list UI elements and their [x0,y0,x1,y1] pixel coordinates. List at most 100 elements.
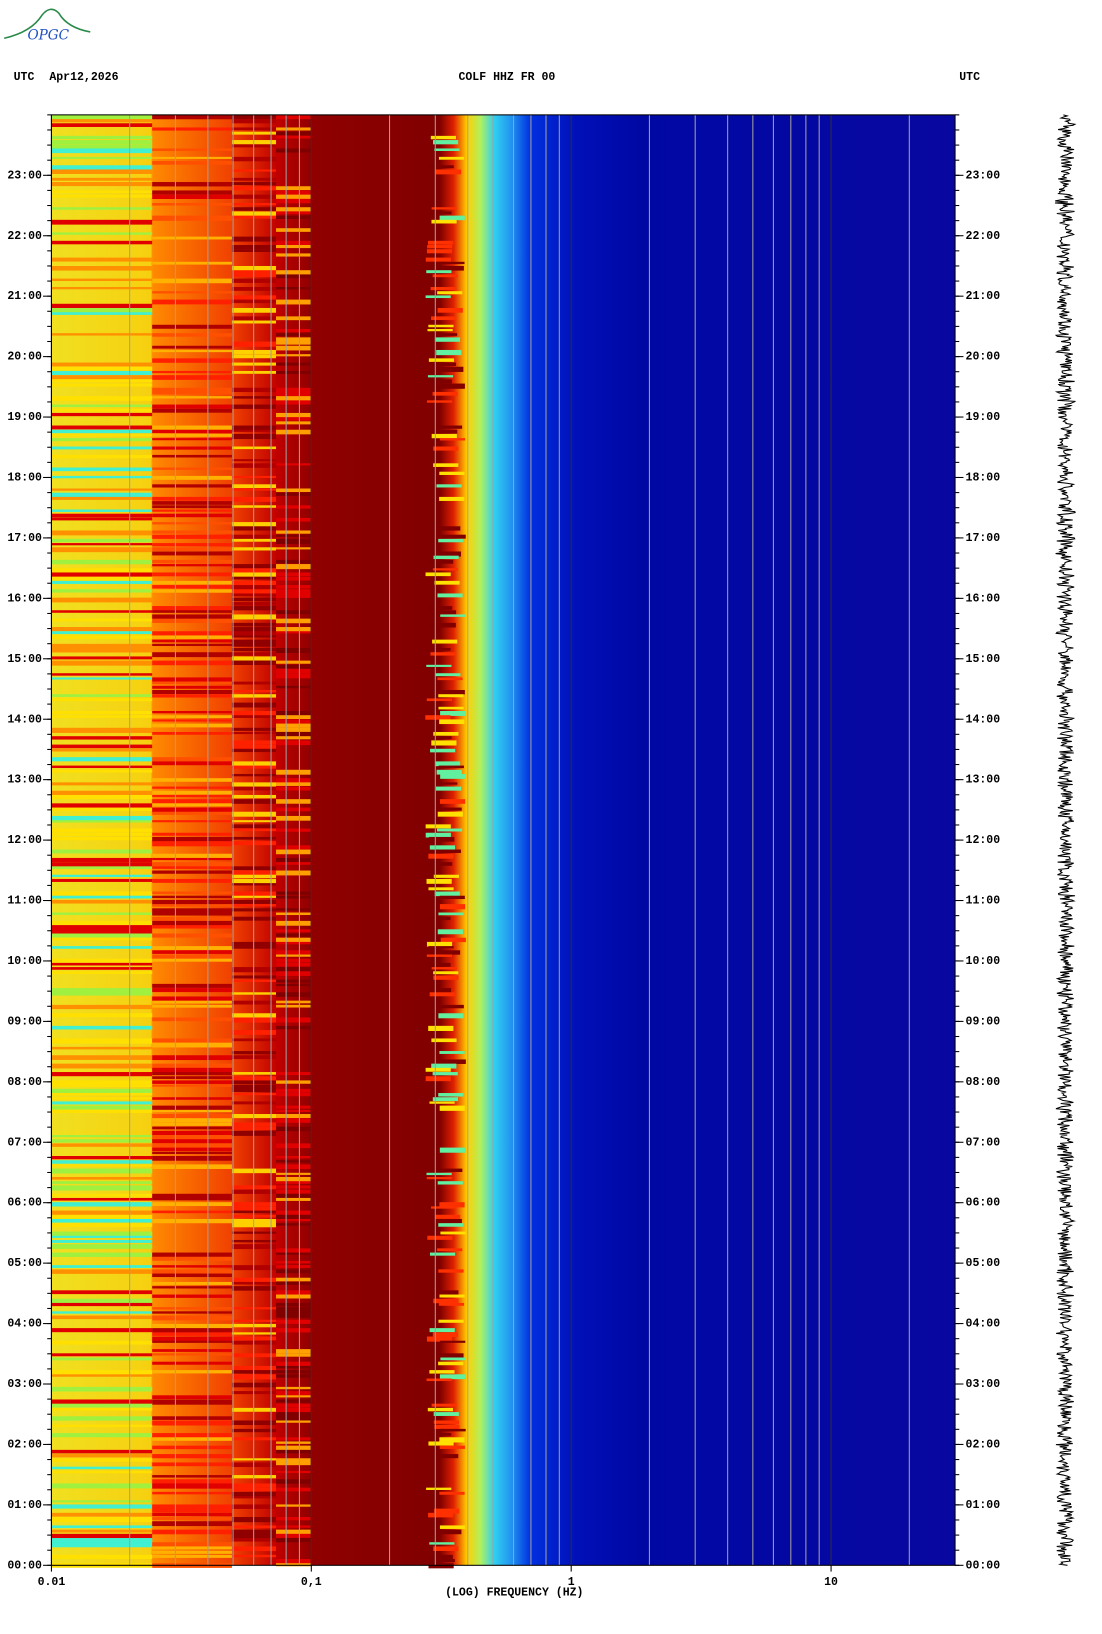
stripe [425,295,451,299]
stripe [152,429,232,433]
y-tick-label: 15:00 [7,653,42,666]
stripe [152,857,232,861]
stripe [276,194,311,200]
stripe [438,266,464,271]
stripe [276,920,311,926]
stripe [152,1550,232,1554]
stripe [152,299,232,305]
stripe [276,1281,311,1285]
stripe [439,1294,465,1298]
stripe [152,278,232,284]
stripe [437,677,463,681]
stripe [152,1017,232,1022]
stripe [433,971,459,975]
stripe [51,1424,153,1428]
stripe [51,878,153,882]
stripe [276,908,311,911]
stripe [51,1311,153,1314]
stripe [152,1164,232,1169]
stripe [51,362,153,367]
stripe [438,1353,464,1358]
stripe [152,1038,232,1043]
stripe [431,1403,457,1407]
stripe [152,958,232,962]
stripe [51,1013,153,1018]
stripe [429,1559,455,1563]
stripe [276,1458,311,1464]
stripe [51,1454,153,1458]
stripe [276,1017,311,1023]
stripe [51,1197,153,1201]
stripe [431,316,457,321]
stripe [152,950,232,954]
stripe [429,1370,455,1374]
stripe [434,950,461,955]
stripe [276,891,311,895]
stripe [276,648,311,653]
y-tick-label: 02:00 [966,1438,1001,1451]
stripe [152,610,232,613]
stripe [152,803,232,807]
stripe [152,127,232,131]
stripe [51,694,153,697]
logo: OPGC [4,8,91,44]
stripe [152,349,232,353]
stripe [439,719,465,725]
y-tick-label: 09:00 [7,1015,42,1028]
stripe [276,362,311,366]
stripe [438,1004,464,1009]
stripe [51,1315,153,1320]
stripe [427,1407,453,1412]
stripe [431,219,457,224]
stripe [276,983,311,987]
stripe [152,1118,232,1123]
stripe [152,912,232,916]
stripe [440,1340,466,1343]
stripe [276,1143,311,1149]
stripe [276,1504,311,1507]
stripe [152,1483,232,1489]
stripe [426,1172,452,1176]
y-tick-label: 05:00 [966,1257,1001,1270]
stripe [51,1160,153,1164]
stripe [51,589,153,593]
stripe [51,874,153,877]
stripe [439,1105,465,1111]
stripe [152,1122,232,1126]
stripe [152,1210,232,1214]
stripe [51,1097,153,1100]
y-tick-label: 13:00 [7,774,42,787]
stripe [152,946,232,950]
stripe [276,1290,311,1295]
stripe [432,274,458,278]
stripe [152,467,232,470]
stripe [51,119,153,123]
stripe [152,685,232,689]
stripe [51,967,153,970]
stripe [152,933,232,938]
stripe [276,736,311,740]
stripe [276,1529,311,1535]
stripe [276,127,311,131]
stripe [152,530,232,534]
stripe [51,836,153,841]
stripe [51,492,153,498]
stripe [432,1097,458,1102]
stripe [431,1038,457,1043]
stripe [276,1399,311,1403]
stripe [434,148,460,151]
stripe [51,1302,153,1307]
stripe [425,832,451,838]
stripe [152,564,232,567]
stripe [426,400,453,403]
stripe [51,266,153,271]
stripe [434,1508,460,1514]
stripe [152,853,232,859]
stripe [152,148,232,152]
stripe [152,1445,232,1450]
stripe [276,114,311,120]
stripe [426,1336,453,1342]
stripe [51,1290,153,1295]
stripe [425,715,451,720]
stripe [51,1340,153,1345]
